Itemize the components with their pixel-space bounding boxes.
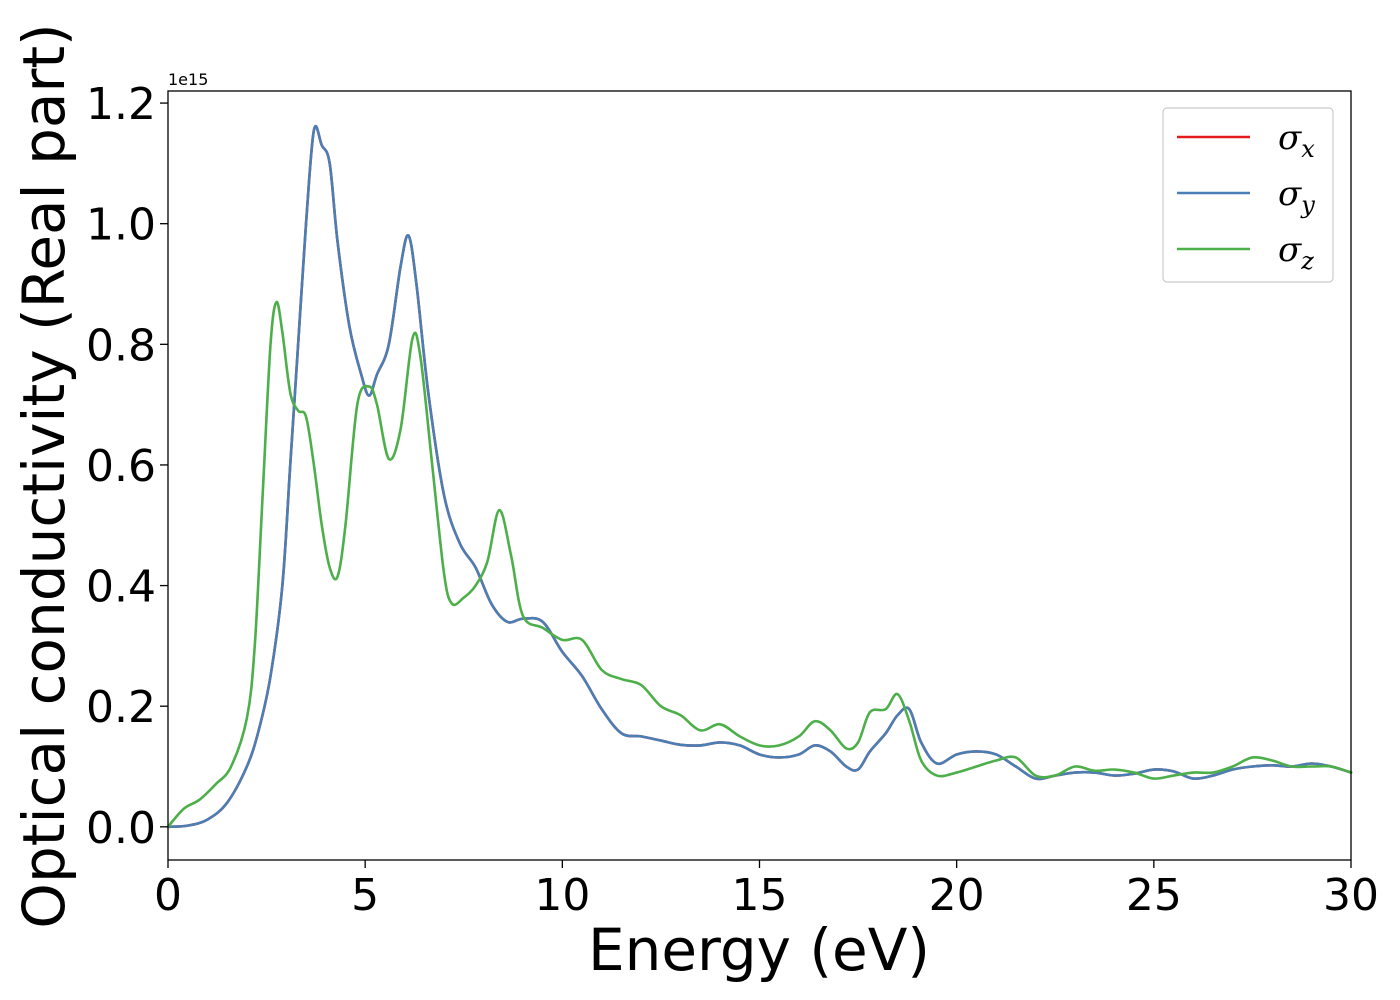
legend-subscript: x xyxy=(1301,135,1315,163)
y-tick-label: 0.0 xyxy=(86,803,156,854)
legend-subscript: y xyxy=(1300,191,1315,219)
y-offset-label: 1e15 xyxy=(168,70,208,89)
x-tick-label: 0 xyxy=(154,870,182,921)
x-tick-label: 15 xyxy=(732,870,788,921)
legend-label-x: σx xyxy=(1278,118,1315,163)
x-axis: 0 5 10 15 20 25 30 xyxy=(154,860,1379,921)
x-tick-label: 25 xyxy=(1126,870,1182,921)
x-tick-label: 10 xyxy=(534,870,590,921)
x-tick-label: 20 xyxy=(929,870,985,921)
legend-symbol: σ xyxy=(1278,174,1302,214)
y-tick-label: 0.8 xyxy=(86,320,156,371)
legend-symbol: σ xyxy=(1278,118,1302,158)
legend-subscript: z xyxy=(1300,247,1314,275)
y-tick-label: 0.4 xyxy=(86,562,156,613)
series-line-y xyxy=(166,124,1353,829)
y-axis-label: Optical conductivity (Real part) xyxy=(10,23,78,928)
legend-label-y: σy xyxy=(1278,174,1315,219)
series-layer xyxy=(166,124,1353,829)
y-tick-label: 0.2 xyxy=(86,682,156,733)
y-tick-label: 1.2 xyxy=(86,79,156,130)
x-tick-label: 5 xyxy=(351,870,379,921)
legend-symbol: σ xyxy=(1278,230,1302,270)
y-axis: 0.0 0.2 0.4 0.6 0.8 1.0 1.2 xyxy=(86,79,168,854)
series-line-z xyxy=(166,300,1353,829)
x-axis-label: Energy (eV) xyxy=(588,916,930,984)
legend-frame xyxy=(1162,107,1334,283)
y-tick-label: 0.6 xyxy=(86,441,156,492)
legend-label-z: σz xyxy=(1278,230,1314,275)
y-tick-label: 1.0 xyxy=(86,200,156,251)
x-tick-label: 30 xyxy=(1323,870,1379,921)
